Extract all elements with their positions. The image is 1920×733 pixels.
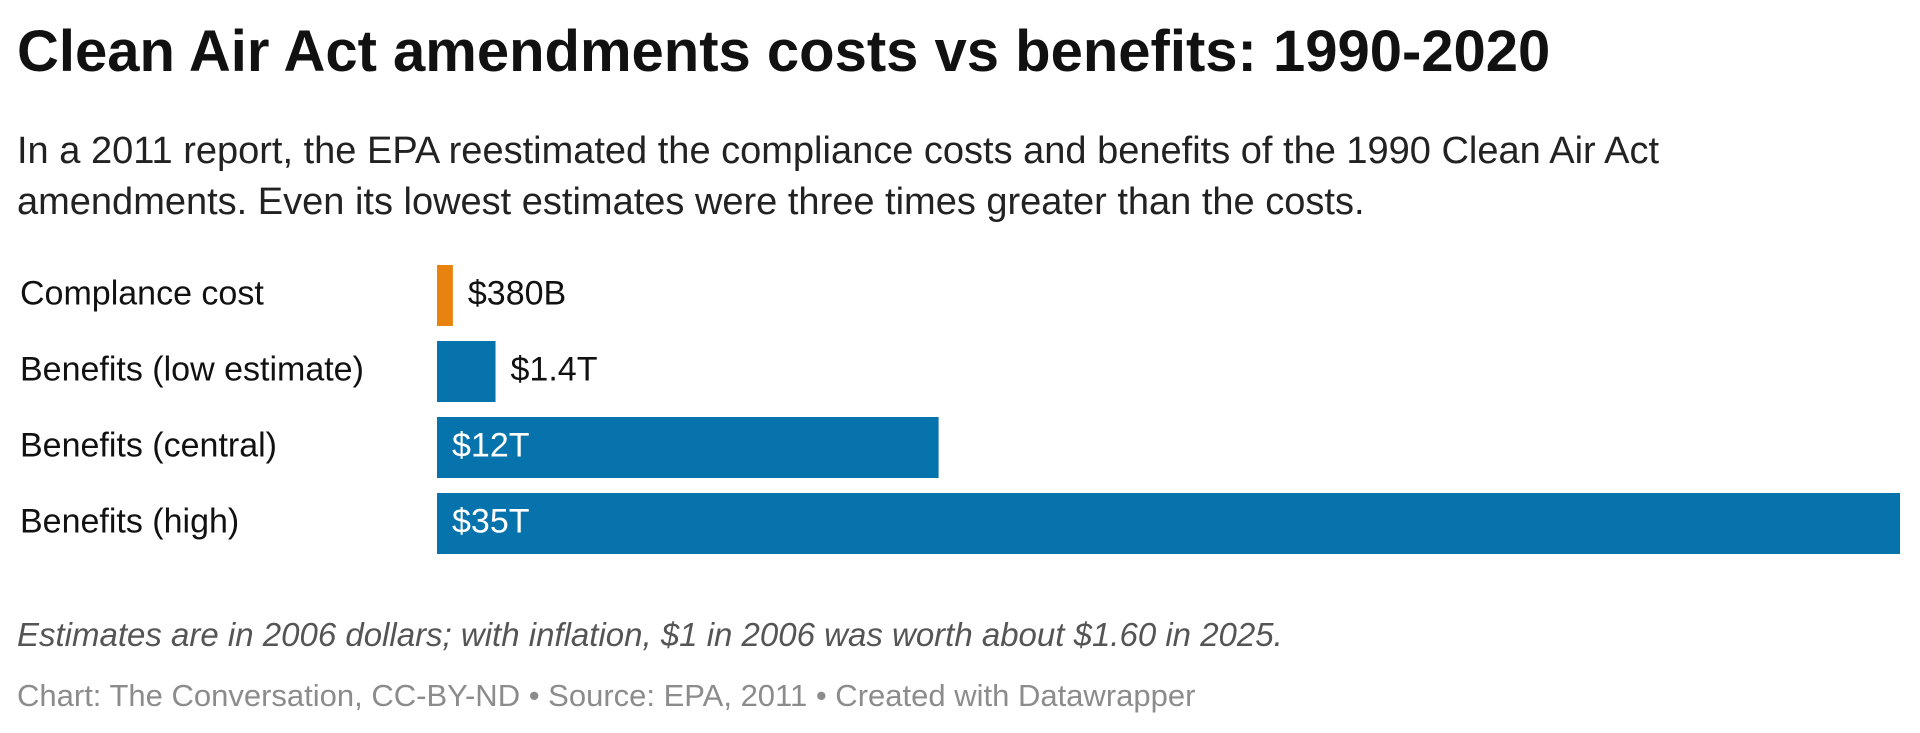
bar bbox=[437, 493, 1900, 554]
bar bbox=[437, 265, 453, 326]
category-label: Benefits (central) bbox=[20, 426, 277, 464]
chart-note: Estimates are in 2006 dollars; with infl… bbox=[17, 616, 1283, 653]
chart-subtitle: In a 2011 report, the EPA reestimated th… bbox=[17, 130, 1660, 223]
category-label: Benefits (high) bbox=[20, 502, 239, 540]
category-label: Complance cost bbox=[20, 274, 264, 312]
value-label: $35T bbox=[452, 502, 530, 540]
value-label: $12T bbox=[452, 426, 530, 464]
value-label: $380B bbox=[468, 274, 566, 312]
bar bbox=[437, 417, 939, 478]
chart-title: Clean Air Act amendments costs vs benefi… bbox=[17, 19, 1551, 84]
chart-credit: Chart: The Conversation, CC-BY-ND • Sour… bbox=[17, 678, 1196, 713]
category-label: Benefits (low estimate) bbox=[20, 350, 364, 388]
chart: Complance cost $380B Benefits (low estimat… bbox=[20, 265, 1900, 554]
value-label: $1.4T bbox=[511, 350, 598, 388]
bar bbox=[437, 341, 496, 402]
